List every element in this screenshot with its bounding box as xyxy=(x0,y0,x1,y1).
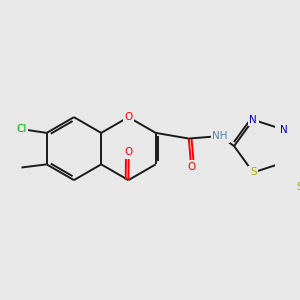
Text: S: S xyxy=(297,182,300,192)
Text: N: N xyxy=(249,115,257,125)
Text: O: O xyxy=(124,112,133,122)
Text: S: S xyxy=(250,167,256,178)
Text: O: O xyxy=(187,162,195,172)
Text: O: O xyxy=(124,147,133,158)
Text: N: N xyxy=(280,125,288,135)
Text: Cl: Cl xyxy=(16,124,27,134)
Text: NH: NH xyxy=(212,131,228,141)
